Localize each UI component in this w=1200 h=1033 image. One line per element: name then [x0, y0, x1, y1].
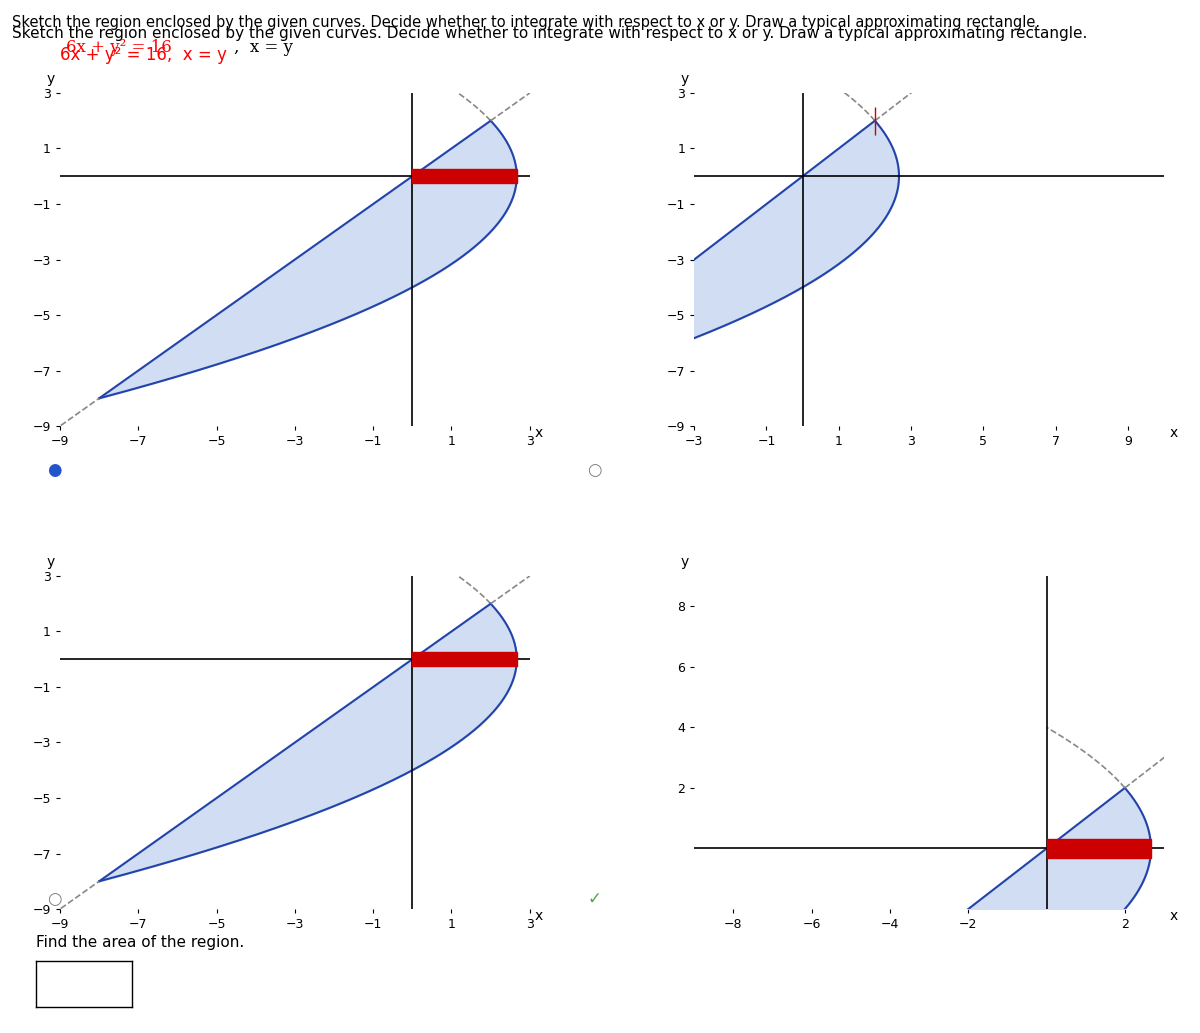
Text: ○: ○ — [587, 461, 601, 479]
X-axis label: x: x — [535, 426, 544, 440]
Text: ●: ● — [47, 461, 61, 479]
Text: Sketch the region enclosed by the given curves. Decide whether to integrate with: Sketch the region enclosed by the given … — [12, 15, 1040, 31]
Text: 6x + y² = 16,  x = y: 6x + y² = 16, x = y — [60, 46, 227, 64]
Bar — [413, 652, 517, 666]
Text: Find the area of the region.: Find the area of the region. — [36, 935, 245, 950]
Y-axis label: y: y — [680, 556, 689, 569]
X-axis label: x: x — [1169, 426, 1177, 440]
Bar — [1046, 840, 1151, 857]
Y-axis label: y: y — [47, 72, 55, 87]
Text: ,  x = y: , x = y — [234, 39, 293, 56]
Text: 6x + y² = 16: 6x + y² = 16 — [66, 39, 172, 56]
Y-axis label: y: y — [47, 556, 55, 569]
Y-axis label: y: y — [680, 72, 689, 87]
Text: Sketch the region enclosed by the given curves. Decide whether to integrate with: Sketch the region enclosed by the given … — [12, 26, 1087, 41]
X-axis label: x: x — [1169, 909, 1177, 924]
X-axis label: x: x — [535, 909, 544, 924]
Text: ✓: ✓ — [587, 889, 601, 908]
Text: ○: ○ — [47, 889, 61, 908]
Bar — [413, 169, 517, 183]
